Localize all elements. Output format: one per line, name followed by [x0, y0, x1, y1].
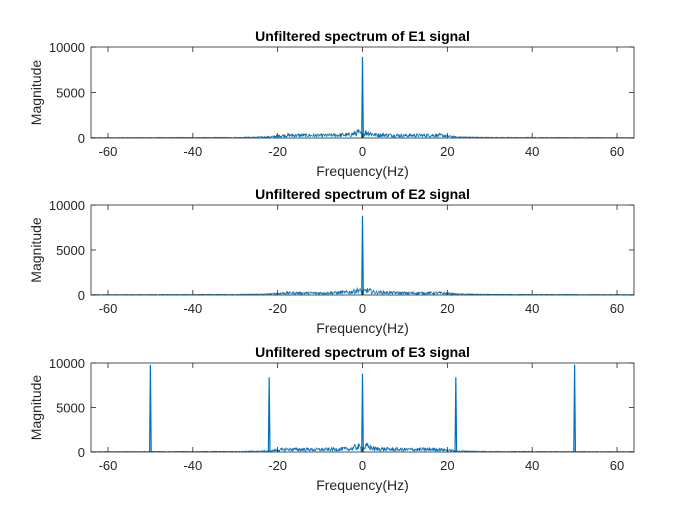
x-tick-label: -40: [183, 458, 202, 473]
x-tick-label: 60: [610, 144, 624, 159]
x-tick-label: -60: [99, 301, 118, 316]
x-tick-label: 20: [440, 458, 454, 473]
x-tick-label: -20: [268, 458, 287, 473]
x-tick-label: 60: [610, 301, 624, 316]
y-axis-label: Magnitude: [28, 217, 44, 283]
x-tick-label: 20: [440, 144, 454, 159]
x-tick-label: -40: [183, 301, 202, 316]
y-tick-label: 5000: [56, 401, 85, 416]
y-tick-label: 5000: [56, 243, 85, 258]
peak-4: [454, 377, 458, 453]
subplot-1: -60 -40 -20 0 20 40 60 0 5000 10000 Unfiltered spe…: [28, 28, 635, 179]
peak-3: [361, 373, 364, 453]
y-axis-label: Magnitude: [28, 375, 44, 441]
x-tick-label: 0: [359, 144, 366, 159]
y-tick-label: 10000: [49, 40, 85, 55]
x-tick-label: -60: [99, 144, 118, 159]
subplot-3: -60 -40 -20 0 20 40 60 0 5000 10000 Unfiltered spe…: [28, 344, 635, 493]
y-tick-label: 10000: [49, 356, 85, 371]
x-axis-label: Frequency(Hz): [316, 320, 409, 336]
subplot-2: -60 -40 -20 0 20 40 60 0 5000 10000 Unfiltered spe…: [28, 186, 635, 336]
x-axis-label: Frequency(Hz): [316, 477, 409, 493]
x-tick-label: 60: [610, 458, 624, 473]
x-tick-label: 0: [359, 458, 366, 473]
x-tick-label: -40: [183, 144, 202, 159]
x-tick-label: -20: [268, 301, 287, 316]
peak-1: [148, 364, 152, 453]
y-tick-label: 0: [78, 288, 85, 303]
x-tick-label: 40: [525, 458, 539, 473]
x-tick-label: 20: [440, 301, 454, 316]
y-tick-label: 5000: [56, 86, 85, 101]
x-tick-label: 0: [359, 301, 366, 316]
peak-1: [361, 57, 364, 139]
x-tick-label: 40: [525, 144, 539, 159]
y-axis-label: Magnitude: [28, 60, 44, 126]
x-tick-label: -60: [99, 458, 118, 473]
x-tick-label: -20: [268, 144, 287, 159]
x-tick-label: 40: [525, 301, 539, 316]
y-tick-label: 0: [78, 131, 85, 146]
chart-title: Unfiltered spectrum of E3 signal: [255, 344, 470, 360]
chart-title: Unfiltered spectrum of E1 signal: [255, 28, 470, 44]
x-axis-label: Frequency(Hz): [316, 163, 409, 179]
peak-5: [573, 364, 577, 453]
y-tick-label: 10000: [49, 198, 85, 213]
peak-2: [267, 377, 271, 453]
y-tick-label: 0: [78, 445, 85, 460]
chart-title: Unfiltered spectrum of E2 signal: [255, 186, 470, 202]
peak-1: [361, 215, 364, 296]
